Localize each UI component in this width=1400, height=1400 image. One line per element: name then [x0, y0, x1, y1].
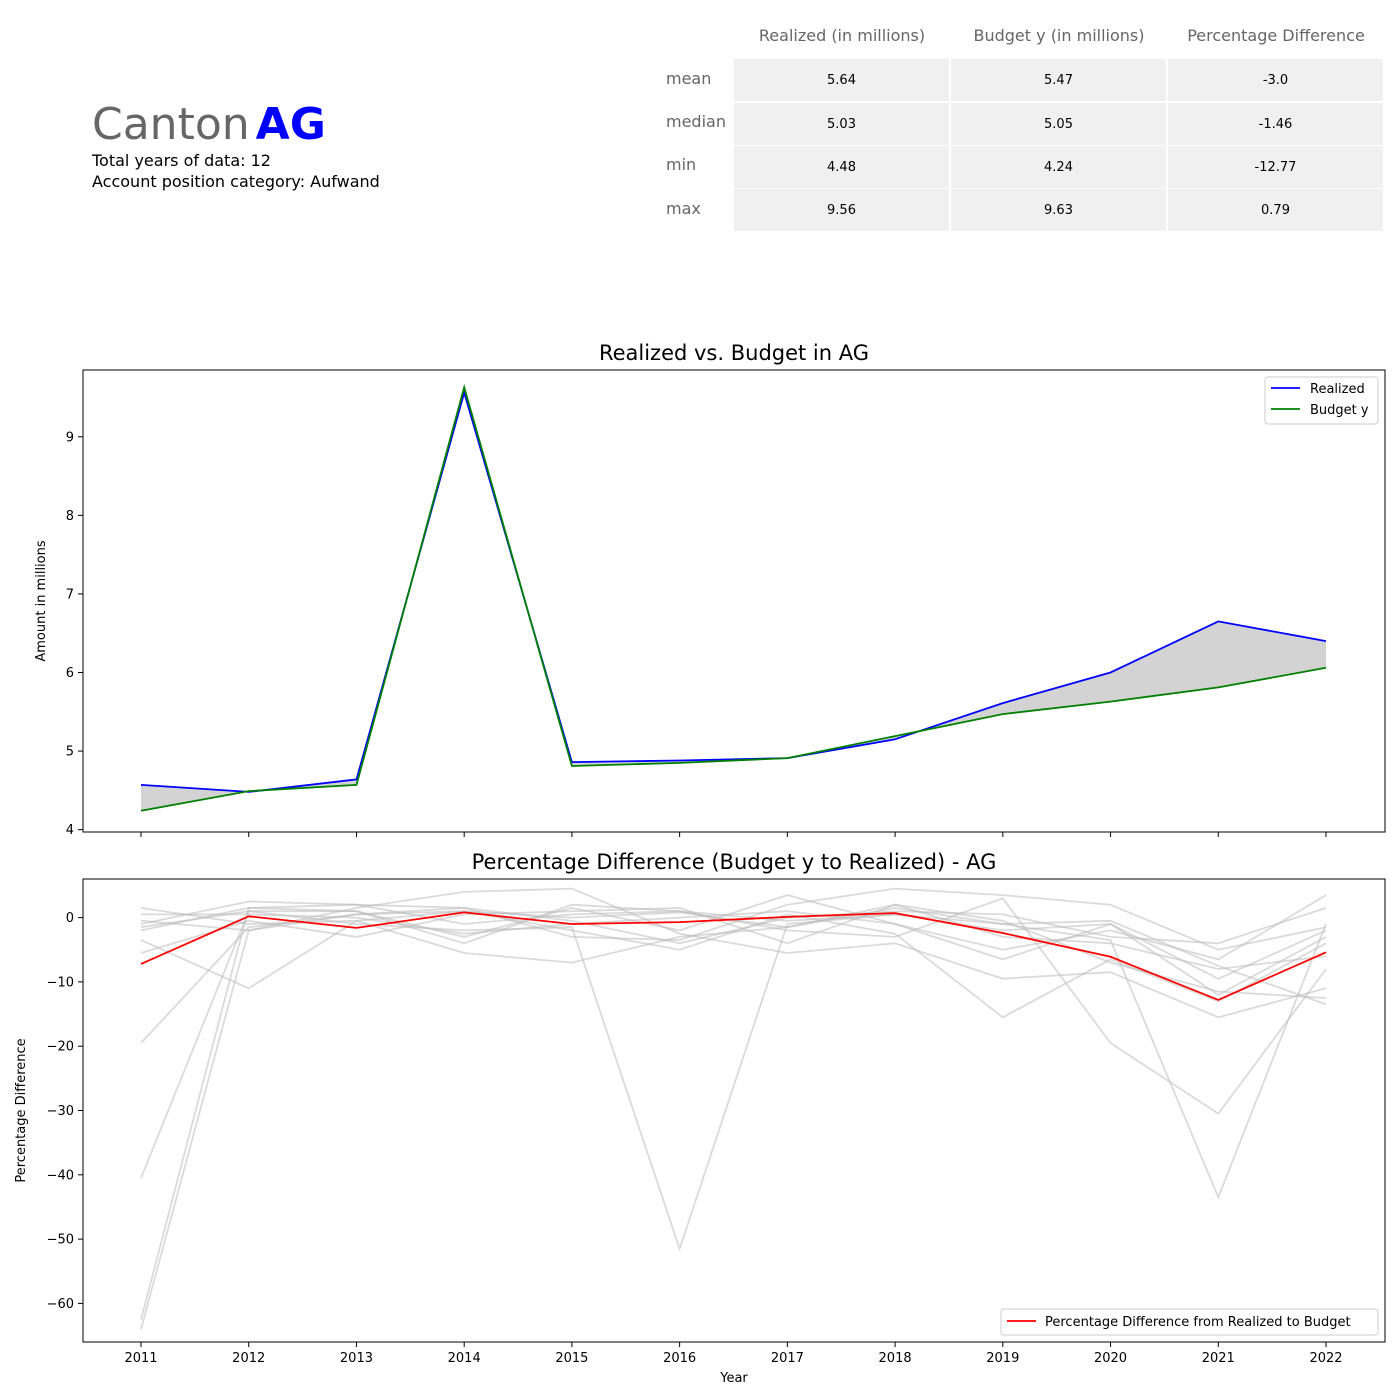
chart-title: Realized vs. Budget in AG	[599, 341, 869, 365]
series-line-budget	[140, 383, 1327, 812]
canton-word: Canton	[92, 99, 250, 150]
x-tick-label: 2014	[448, 1351, 481, 1366]
table-cell: 5.05	[951, 103, 1166, 145]
x-tick-label: 2012	[232, 1351, 265, 1366]
background-series-line	[140, 897, 1327, 1320]
column-header-pct-diff: Percentage Difference	[1187, 26, 1365, 45]
table-cell: -1.46	[1168, 103, 1383, 145]
background-series-line	[141, 894, 1327, 961]
category-info: Account position category: Aufwand	[92, 172, 380, 191]
years-info: Total years of data: 12	[92, 151, 271, 170]
background-series-line	[140, 887, 1327, 1330]
x-tick-label: 2020	[1094, 1351, 1127, 1366]
legend-box	[1000, 1308, 1379, 1336]
y-tick-label: −40	[47, 1168, 74, 1183]
background-series-line	[140, 894, 1327, 996]
y-tick-label: −20	[47, 1040, 74, 1055]
x-tick-label: 2015	[555, 1351, 588, 1366]
table-cell: 4.24	[951, 146, 1166, 188]
y-tick-label: −60	[47, 1297, 74, 1312]
plot-frame	[82, 878, 1386, 1343]
y-axis-label: Amount in millions	[34, 540, 49, 662]
y-tick-label: 5	[66, 745, 74, 760]
table-cell: 5.03	[734, 103, 949, 145]
table-cell: -12.77	[1168, 146, 1383, 188]
y-tick-label: 4	[66, 823, 74, 838]
x-tick-label: 2013	[340, 1351, 373, 1366]
canton-header: Canton AG Total years of data: 12 Account…	[92, 100, 380, 192]
y-tick-label: −10	[47, 975, 74, 990]
x-axis-label: Year	[719, 1371, 748, 1386]
background-series-line	[140, 903, 1327, 970]
legend-label-budget: Budget y	[1310, 403, 1369, 418]
column-header-budget: Budget y (in millions)	[973, 26, 1145, 45]
x-tick-label: 2022	[1309, 1351, 1342, 1366]
row-label-max: max	[666, 199, 701, 218]
row-label-min: min	[666, 155, 697, 174]
y-tick-label: 6	[66, 666, 74, 681]
background-series-line	[140, 906, 1327, 1006]
canton-code: AG	[255, 99, 326, 150]
table-cell: -3.0	[1168, 59, 1383, 101]
x-tick-label: 2016	[663, 1351, 696, 1366]
background-series-line	[140, 903, 1327, 980]
y-tick-label: 8	[66, 509, 74, 524]
row-label-mean: mean	[666, 69, 712, 88]
legend-label-realized: Realized	[1310, 382, 1365, 397]
table-cell: 9.56	[734, 189, 949, 231]
background-series-line	[140, 887, 1327, 951]
x-tick-label: 2018	[879, 1351, 912, 1366]
background-series-line	[140, 910, 1327, 1044]
y-axis-label: Percentage Difference	[14, 1038, 29, 1182]
table-cell: 5.64	[734, 59, 949, 101]
background-series-line	[140, 903, 1327, 999]
stats-table: Realized (in millions) Budget y (in mill…	[660, 20, 1387, 235]
background-series-line	[140, 906, 1327, 945]
table-cell: 9.63	[951, 189, 1166, 231]
x-tick-label: 2019	[986, 1351, 1019, 1366]
chart-title: Percentage Difference (Budget y to Reali…	[472, 850, 997, 874]
table-cell: 5.47	[951, 59, 1166, 101]
row-label-median: median	[666, 112, 726, 131]
x-tick-label: 2011	[124, 1351, 157, 1366]
plot-frame	[82, 369, 1386, 833]
column-header-realized: Realized (in millions)	[758, 26, 926, 45]
y-tick-label: 9	[66, 430, 74, 445]
table-cell: 0.79	[1168, 189, 1383, 231]
series-line-realized	[140, 389, 1327, 793]
background-series-line	[140, 910, 1327, 1252]
table-cell: 4.48	[734, 146, 949, 188]
canton-title: Canton AG	[92, 100, 380, 150]
legend-box	[1264, 376, 1379, 425]
y-tick-label: −50	[47, 1233, 74, 1248]
shaded-difference-area	[141, 387, 1326, 811]
x-tick-label: 2017	[771, 1351, 804, 1366]
y-tick-label: 7	[66, 587, 74, 602]
series-line-pct-diff	[140, 911, 1327, 1001]
y-tick-label: −30	[47, 1104, 74, 1119]
x-tick-label: 2021	[1202, 1351, 1235, 1366]
y-tick-label: 0	[66, 911, 74, 926]
legend-label-pct-diff: Percentage Difference from Realized to B…	[1045, 1315, 1351, 1330]
